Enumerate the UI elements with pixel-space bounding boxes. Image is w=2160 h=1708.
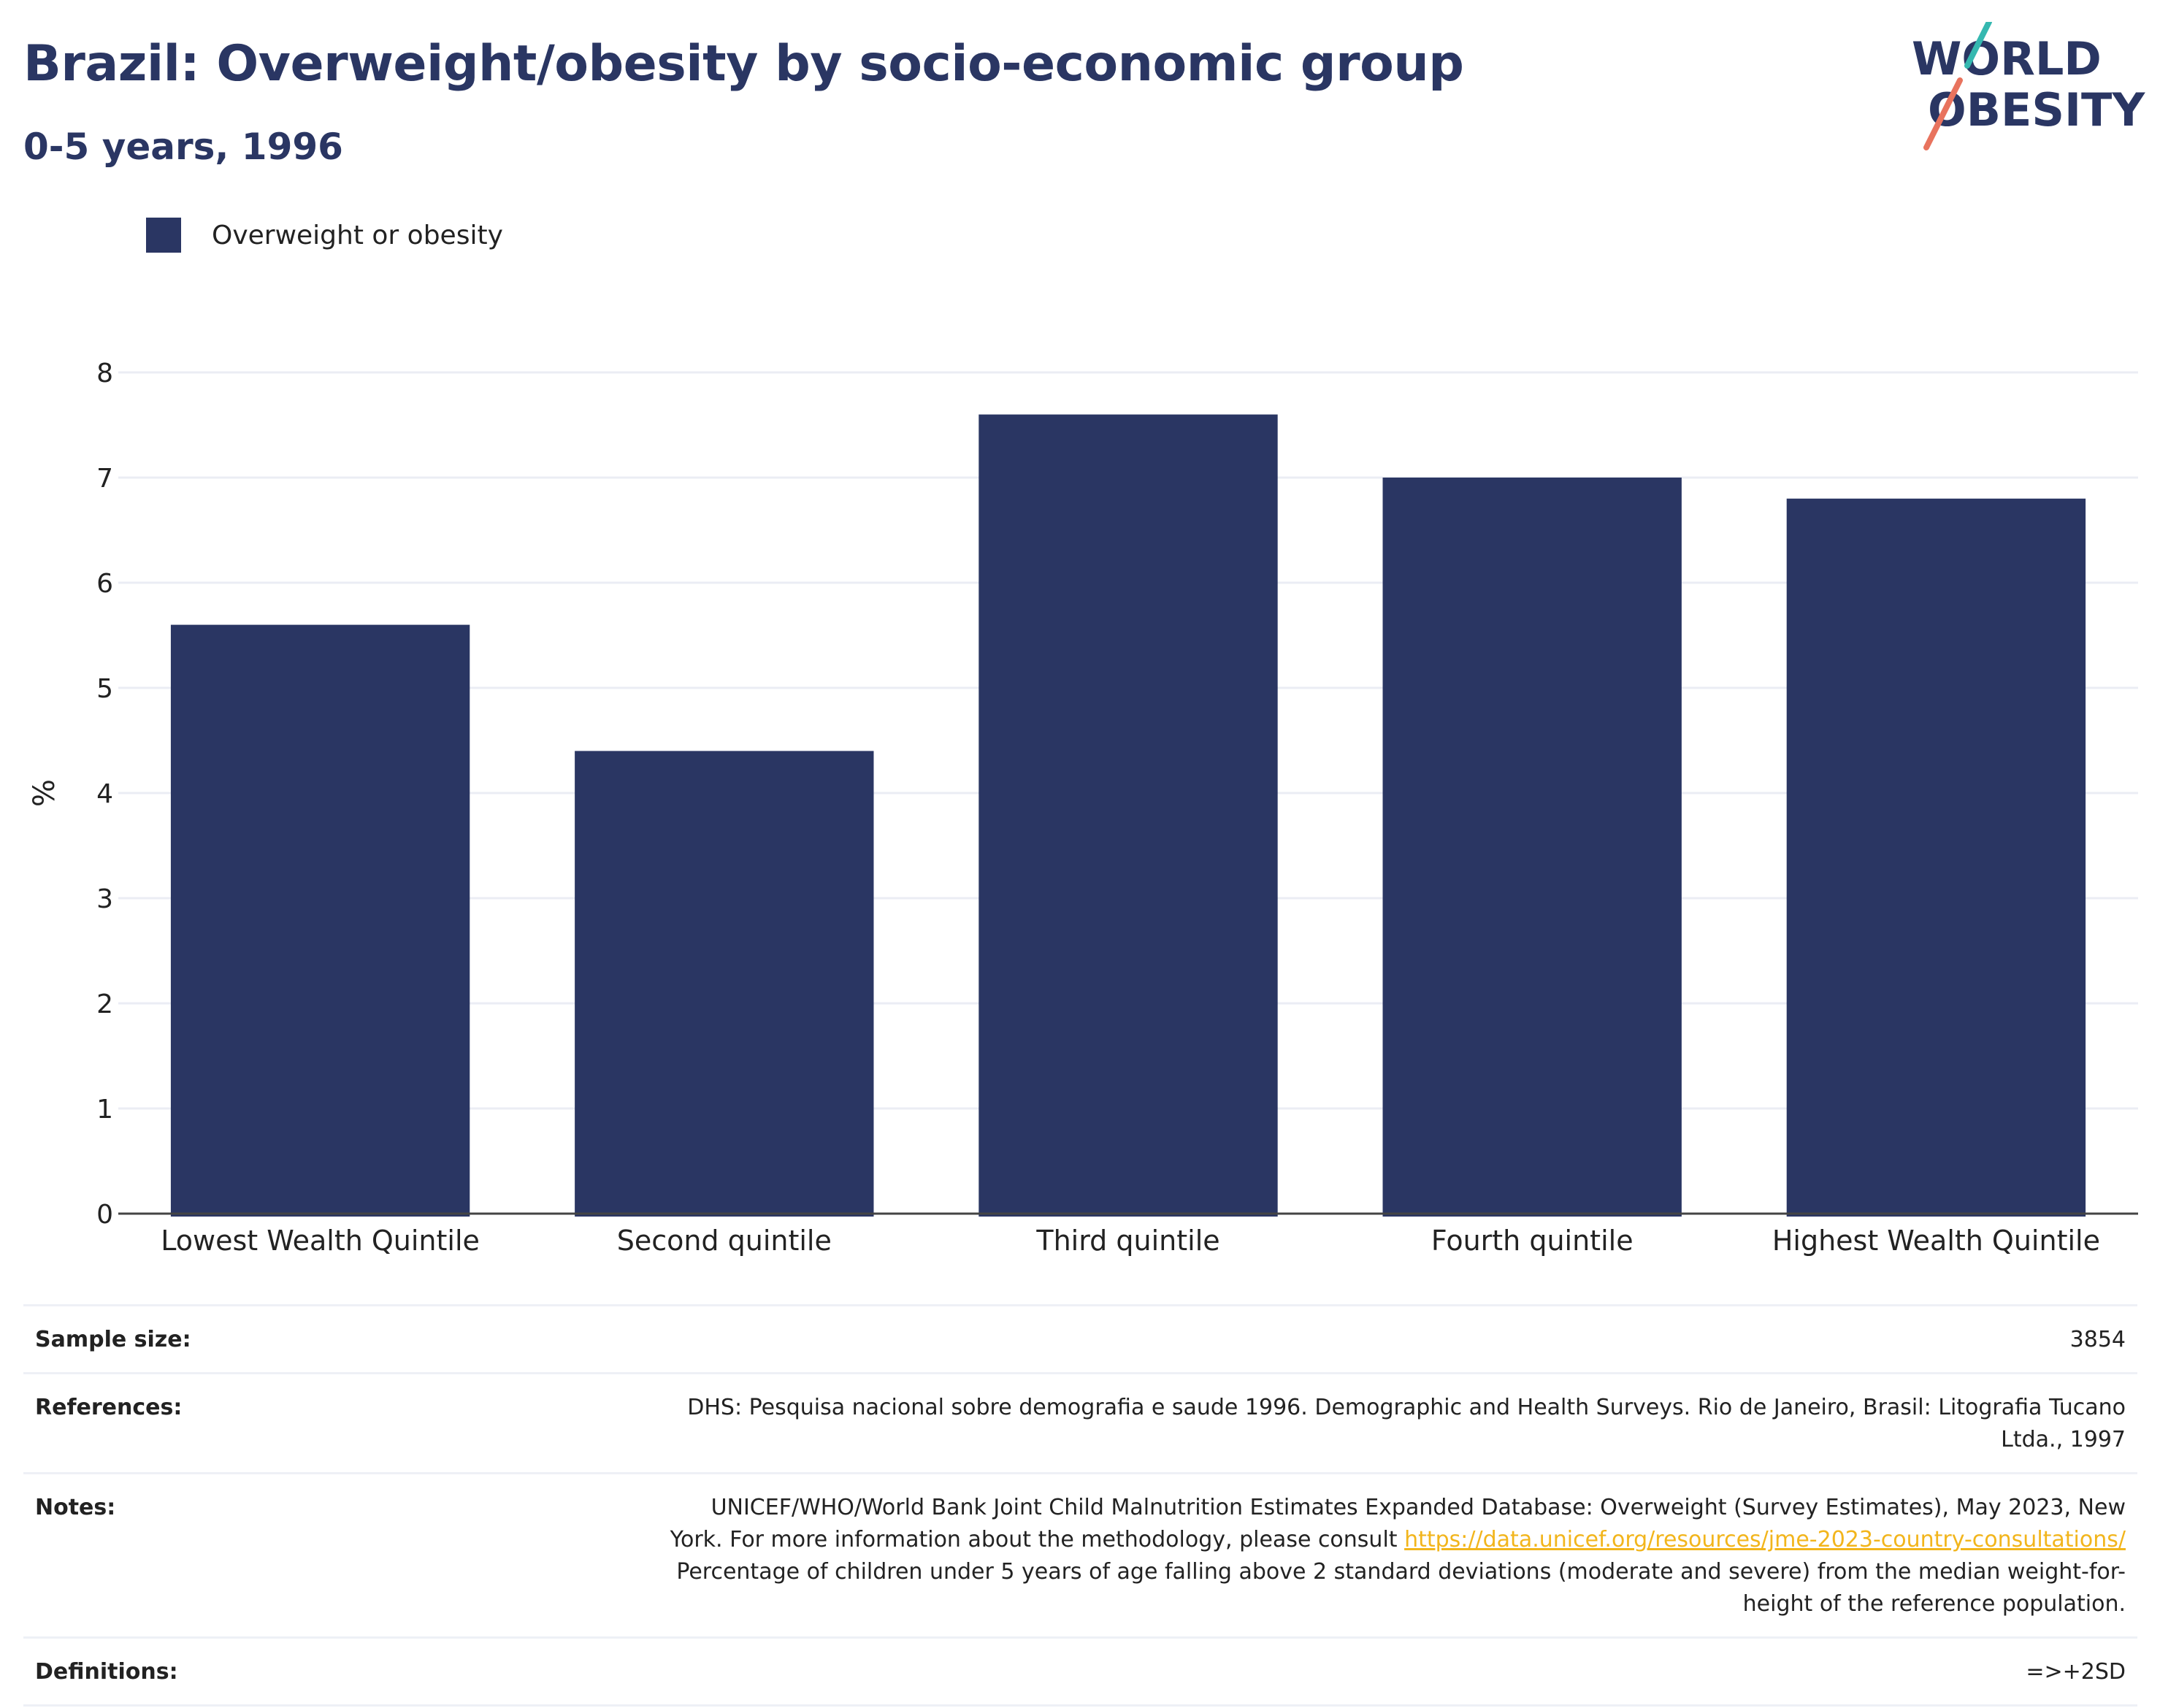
notes-line-1: UNICEF/WHO/World Bank Joint Child Malnut… [711,1495,2126,1520]
references-line-1: DHS: Pesquisa nacional sobre demografia … [687,1395,2126,1420]
logo-slash-teal [1964,22,1992,69]
info-row-references: References: DHS: Pesquisa nacional sobre… [23,1374,2137,1474]
y-tick-label: 7 [96,464,113,494]
notes-line-4: height of the reference population. [1742,1591,2126,1617]
definitions-label: Definitions: [35,1659,178,1685]
sample-size-label: Sample size: [35,1327,191,1352]
references-line-2: Ltda., 1997 [2001,1427,2126,1452]
notes-line-3: Percentage of children under 5 years of … [676,1559,2126,1585]
y-tick-label: 0 [96,1200,113,1230]
y-tick-label: 3 [96,884,113,914]
info-row-definitions: Definitions: =>+2SD [23,1639,2137,1707]
x-tick-label: Fourth quintile [1431,1225,1634,1257]
sample-size-value: 3854 [2069,1327,2126,1352]
chart-legend[interactable]: Overweight or obesity [146,218,503,253]
notes-value: UNICEF/WHO/World Bank Joint Child Malnut… [400,1492,2126,1620]
info-row-sample-size: Sample size: 3854 [23,1306,2137,1374]
bar [170,624,470,1217]
y-tick-label: 2 [96,989,113,1019]
bar [575,751,874,1217]
x-tick-label: Highest Wealth Quintile [1772,1225,2100,1257]
chart-title: Brazil: Overweight/obesity by socio-econ… [23,35,1464,93]
methodology-link[interactable]: https://data.unicef.org/resources/jme-20… [1404,1527,2126,1552]
y-tick-label: 5 [96,674,113,704]
x-tick-label: Second quintile [617,1225,832,1257]
x-tick-label: Lowest Wealth Quintile [161,1225,480,1257]
y-tick-label: 1 [96,1095,113,1125]
definitions-value: =>+2SD [2026,1659,2126,1685]
references-label: References: [35,1395,183,1420]
y-axis-label: % [28,779,61,807]
legend-swatch [146,218,181,253]
bar [1382,478,1682,1217]
notes-line-2-prefix: York. For more information about the met… [670,1527,1405,1552]
y-tick-label: 4 [96,779,113,809]
chart-subtitle: 0-5 years, 1996 [23,126,343,168]
references-value: DHS: Pesquisa nacional sobre demografia … [400,1392,2126,1456]
logo-slash-coral [1923,77,1963,150]
logo-word-world: WORLD [1912,32,2102,85]
bar [1786,498,2086,1217]
notes-label: Notes: [35,1495,116,1520]
world-obesity-logo: WORLD OBESITY [1912,22,2145,150]
chart-info-table: Sample size: 3854 References: DHS: Pesqu… [23,1304,2137,1707]
x-tick-label: Third quintile [1035,1225,1219,1257]
legend-label: Overweight or obesity [212,220,503,250]
y-tick-label: 8 [96,359,113,388]
info-row-notes: Notes: UNICEF/WHO/World Bank Joint Child… [23,1474,2137,1639]
bar-chart: 0 1 2 3 4 5 6 7 8 Lowest Wealth Quintile Second qu… [28,359,2138,1257]
y-tick-label: 6 [96,569,113,599]
bar [978,414,1278,1217]
logo-word-obesity: OBESITY [1928,83,2145,137]
